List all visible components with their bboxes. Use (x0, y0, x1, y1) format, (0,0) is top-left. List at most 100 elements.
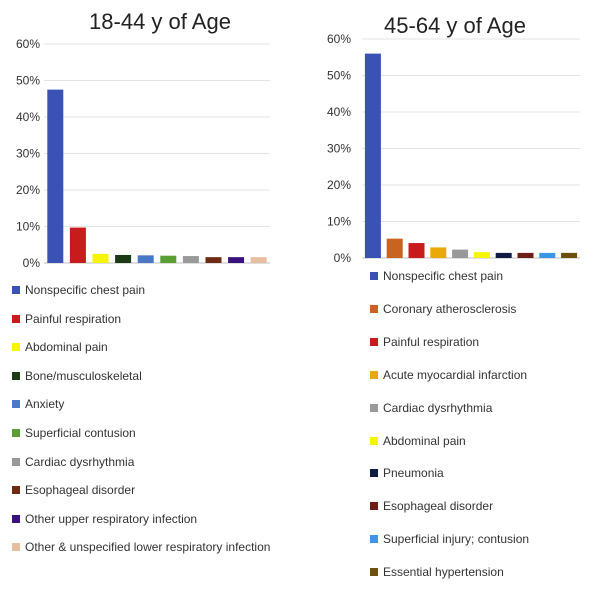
legend-swatch (12, 429, 20, 437)
legend-item: Esophageal disorder (12, 482, 135, 498)
y-tick-label: 40% (327, 105, 351, 119)
legend-item: Esophageal disorder (370, 498, 493, 514)
legend-swatch (370, 403, 378, 412)
y-tick-label: 40% (16, 110, 40, 124)
legend-label: Painful respiration (383, 334, 480, 349)
bar-chart-45-64: 0% 10% 20% 30% 40% 50% 60% (327, 32, 580, 265)
legend-item: Essential hypertension (370, 564, 504, 580)
legend-swatch (12, 314, 20, 323)
legend-label: Cardiac dysrhythmia (383, 400, 493, 415)
y-tick-label: 50% (327, 69, 351, 83)
legend-label: Esophageal disorder (25, 483, 136, 498)
bar (517, 252, 534, 258)
legend-swatch (12, 514, 20, 523)
legend-label: Superficial contusion (25, 426, 136, 440)
bar (364, 53, 381, 258)
legend-label: Nonspecific chest pain (25, 283, 146, 297)
legend-item: Abdominal pain (370, 433, 466, 449)
bar (47, 89, 64, 263)
bar (250, 257, 267, 263)
chart-title: 18-44 y of Age (89, 9, 231, 34)
y-tick-label: 30% (16, 147, 40, 161)
bar-chart-18-44: 0% 10% 20% 30% 40% 50% 60% (16, 37, 270, 270)
bar (69, 227, 86, 263)
bar (430, 247, 447, 258)
legend-swatch (370, 568, 378, 577)
legend-swatch (370, 272, 378, 280)
bar (205, 257, 222, 263)
legend-item: Nonspecific chest pain (370, 268, 503, 284)
legend-item: Other upper respiratory infection (12, 511, 197, 527)
legend-item: Pneumonia (370, 465, 444, 481)
bar (92, 253, 109, 263)
legend-label: Essential hypertension (383, 565, 504, 580)
legend-swatch (12, 457, 20, 466)
legend-item: Coronary atherosclerosis (370, 301, 516, 317)
bar (561, 252, 578, 258)
legend-swatch (370, 304, 378, 313)
bar (137, 255, 154, 263)
y-tick-label: 30% (327, 142, 351, 156)
legend-swatch (370, 502, 378, 511)
legend-swatch (12, 371, 20, 380)
legend-label: Coronary atherosclerosis (383, 301, 517, 316)
legend-label: Painful respiration (25, 311, 122, 326)
chart-panel-45-64: 45-64 y of Age 0% 10% 20% 30% 40% 50% 60% Nons… (300, 0, 600, 592)
chart-panel-18-44: 18-44 y of Age 0% 10% 20% 30% 40% 50% 60% Nons… (12, 9, 270, 555)
legend-label: Superficial injury; contusion (383, 532, 530, 547)
bar (495, 252, 512, 258)
legend-swatch (12, 400, 20, 409)
y-tick-label: 10% (327, 215, 351, 229)
y-tick-label: 50% (16, 74, 40, 88)
legend-swatch (12, 343, 20, 352)
legend-item: Bone/musculoskeletal (12, 368, 142, 384)
legend-item: Cardiac dysrhythmia (12, 454, 134, 470)
legend-item: Superficial contusion (12, 425, 136, 441)
legend-label: Anxiety (25, 397, 65, 412)
legend-label: Abdominal pain (25, 340, 108, 355)
bar (452, 249, 469, 258)
legend-label: Nonspecific chest pain (383, 269, 504, 283)
chart-title: 45-64 y of Age (384, 13, 526, 38)
legend-swatch (12, 543, 20, 552)
legend-item: Superficial injury; contusion (370, 531, 529, 547)
legend-item: Abdominal pain (12, 339, 108, 355)
legend-swatch (370, 535, 378, 544)
legend-label: Esophageal disorder (383, 499, 494, 514)
legend-label: Cardiac dysrhythmia (25, 454, 135, 469)
y-tick-label: 20% (327, 178, 351, 192)
legend-swatch (370, 469, 378, 478)
y-tick-label: 20% (16, 183, 40, 197)
y-tick-label: 0% (334, 251, 352, 265)
y-tick-label: 0% (23, 256, 41, 270)
bar (160, 255, 177, 263)
y-tick-label: 60% (327, 32, 351, 46)
legend-swatch (12, 486, 20, 495)
legend-item: Cardiac dysrhythmia (370, 400, 492, 416)
bar (386, 238, 403, 258)
legend-label: Other & unspecified lower respiratory in… (25, 540, 271, 555)
bar (115, 254, 132, 263)
legend-swatch (370, 337, 378, 346)
legend-label: Abdominal pain (383, 433, 466, 448)
legend-label: Bone/musculoskeletal (25, 368, 142, 383)
legend-item: Acute myocardial infarction (370, 367, 527, 383)
legend-swatch (12, 286, 20, 294)
y-tick-label: 10% (16, 220, 40, 234)
legend-label: Pneumonia (383, 466, 444, 481)
legend-item: Painful respiration (12, 311, 121, 327)
legend-item: Painful respiration (370, 334, 479, 350)
bar (182, 256, 199, 263)
legend-label: Acute myocardial infarction (383, 367, 528, 382)
bar (408, 243, 425, 258)
legend-item: Nonspecific chest pain (12, 282, 145, 298)
bar (228, 257, 245, 263)
y-tick-label: 60% (16, 37, 40, 51)
legend-item: Anxiety (12, 396, 64, 412)
legend-label: Other upper respiratory infection (25, 511, 198, 526)
legend-item: Other & unspecified lower respiratory in… (12, 539, 270, 555)
bar (473, 252, 490, 258)
legend-swatch (370, 436, 378, 445)
legend-swatch (370, 370, 378, 379)
bar (539, 252, 556, 258)
